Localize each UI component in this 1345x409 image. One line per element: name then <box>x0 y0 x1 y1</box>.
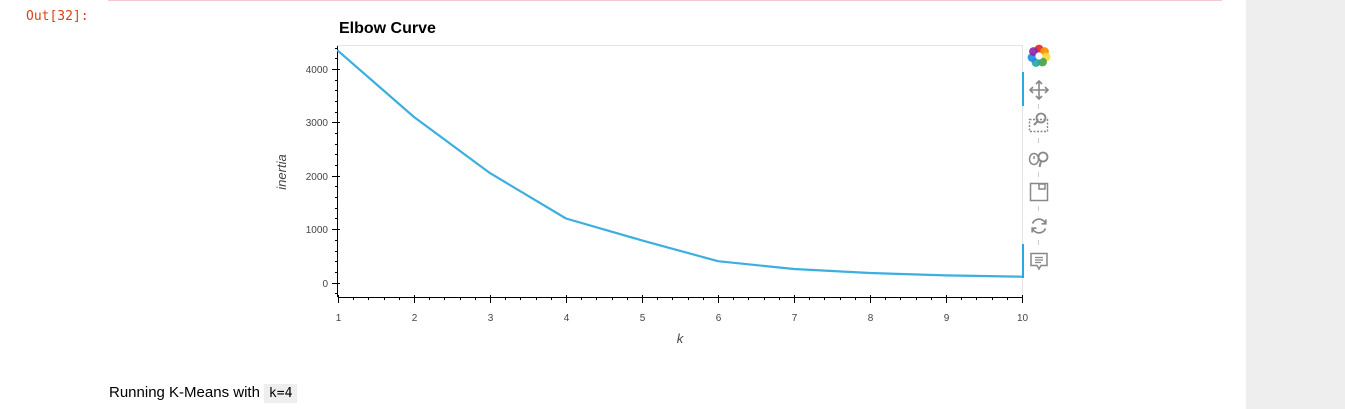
toolbar-separator <box>1038 172 1039 177</box>
x-tick-label: 1 <box>336 313 342 324</box>
chart-title: Elbow Curve <box>339 20 436 37</box>
x-tick-label: 7 <box>792 313 798 324</box>
plot-toolbar <box>1022 42 1056 282</box>
toolbar-separator <box>1038 240 1039 245</box>
plot-frame <box>337 45 1023 298</box>
y-tick-label: 1000 <box>306 225 329 236</box>
markdown-cell: Running K-Means with k=4 <box>109 384 298 403</box>
bokeh-logo-icon[interactable] <box>1027 44 1051 68</box>
pan-icon[interactable] <box>1027 78 1051 102</box>
x-tick-label: 5 <box>640 313 646 324</box>
reset-icon[interactable] <box>1027 214 1051 238</box>
cell-divider <box>108 0 1222 1</box>
output-prompt: Out[32]: <box>26 9 89 24</box>
series-line <box>336 49 1024 278</box>
y-tick-label: 4000 <box>306 65 329 76</box>
x-axis: 1 2 3 4 5 6 7 8 9 10 <box>336 295 1029 324</box>
x-tick-label: 6 <box>716 313 722 324</box>
y-axis: 0 1000 2000 3000 4000 <box>306 46 340 297</box>
save-icon[interactable] <box>1027 180 1051 204</box>
notebook-area: Out[32]: Elbow Curve 1 2 3 4 5 6 7 8 9 10 0 1000 20… <box>0 0 1246 409</box>
y-axis-label: inertia <box>274 154 289 189</box>
toolbar-separator <box>1038 138 1039 143</box>
inline-code: k=4 <box>263 384 298 403</box>
active-drag-indicator <box>1022 72 1024 106</box>
toolbar-separator <box>1038 104 1039 109</box>
elbow-curve-plot[interactable]: 1 2 3 4 5 6 7 8 9 10 0 1000 2000 3000 4000 k inertia <box>0 0 1246 409</box>
hover-icon[interactable] <box>1027 249 1051 273</box>
x-tick-label: 4 <box>564 313 570 324</box>
x-tick-label: 2 <box>412 313 418 324</box>
y-tick-label: 0 <box>322 279 328 290</box>
x-axis-label: k <box>677 331 685 346</box>
active-inspect-indicator <box>1022 244 1024 278</box>
y-tick-label: 3000 <box>306 118 329 129</box>
series-layer <box>336 49 1024 278</box>
x-tick-label: 8 <box>868 313 874 324</box>
toolbar-separator <box>1038 206 1039 211</box>
y-tick-label: 2000 <box>306 172 329 183</box>
wheel-zoom-icon[interactable] <box>1027 146 1051 170</box>
x-tick-label: 9 <box>944 313 950 324</box>
x-tick-label: 10 <box>1017 313 1029 324</box>
x-tick-label: 3 <box>488 313 494 324</box>
markdown-text: Running K-Means with <box>109 384 260 401</box>
box-zoom-icon[interactable] <box>1027 110 1051 134</box>
side-gutter <box>1246 0 1345 409</box>
